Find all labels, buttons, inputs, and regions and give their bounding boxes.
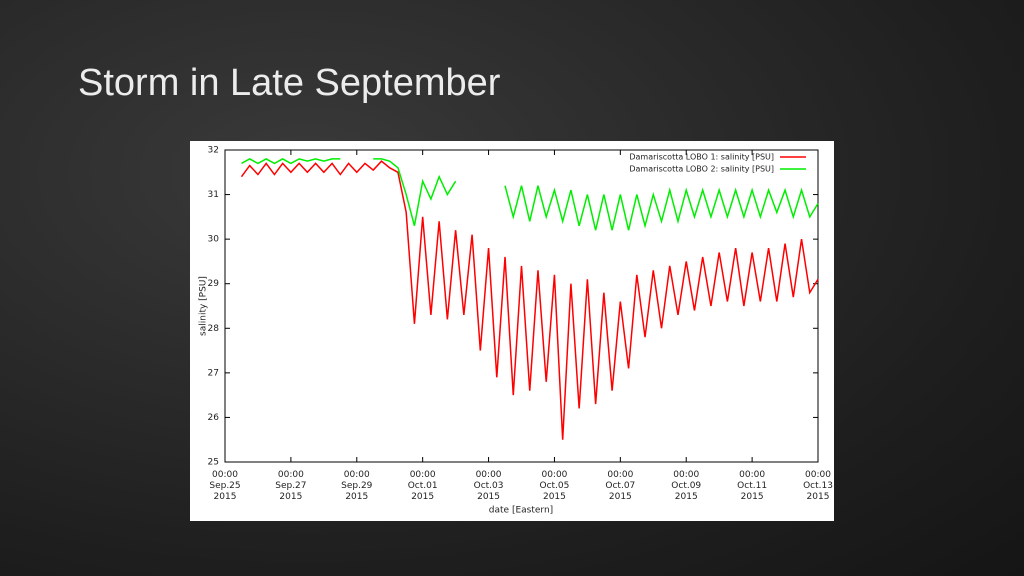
x-tick-label: 00:00 Oct.07 2015 [605, 470, 635, 502]
legend-label: Damariscotta LOBO 2: salinity [PSU] [629, 165, 774, 174]
y-tick-label: 26 [208, 413, 220, 423]
x-tick-label: 00:00 Sep.29 2015 [341, 470, 373, 502]
x-tick-label: 00:00 Sep.27 2015 [275, 470, 306, 502]
x-tick-label: 00:00 Oct.03 2015 [474, 470, 504, 502]
y-tick-label: 32 [208, 146, 219, 156]
y-tick-label: 27 [208, 368, 219, 378]
x-tick-label: 00:00 Oct.01 2015 [408, 470, 438, 502]
x-tick-label: 00:00 Oct.11 2015 [737, 470, 767, 502]
x-tick-label: 00:00 Oct.09 2015 [671, 470, 701, 502]
x-tick-label: 00:00 Sep.25 2015 [209, 470, 240, 502]
series-line [241, 158, 819, 231]
y-tick-label: 29 [208, 279, 220, 289]
y-tick-label: 25 [208, 458, 219, 468]
legend-label: Damariscotta LOBO 1: salinity [PSU] [629, 153, 774, 162]
series-line [240, 160, 819, 440]
chart-background [190, 141, 834, 521]
y-tick-label: 30 [208, 235, 220, 245]
x-tick-label: 00:00 Oct.13 2015 [803, 470, 833, 502]
x-tick-label: 00:00 Oct.05 2015 [540, 470, 570, 502]
slide-title: Storm in Late September [78, 62, 501, 104]
y-tick-label: 28 [208, 324, 220, 334]
plot-frame [224, 149, 819, 463]
y-axis-label: salinity [PSU] [199, 276, 209, 336]
y-tick-label: 31 [208, 190, 219, 200]
x-axis-label: date [Eastern] [489, 506, 553, 516]
